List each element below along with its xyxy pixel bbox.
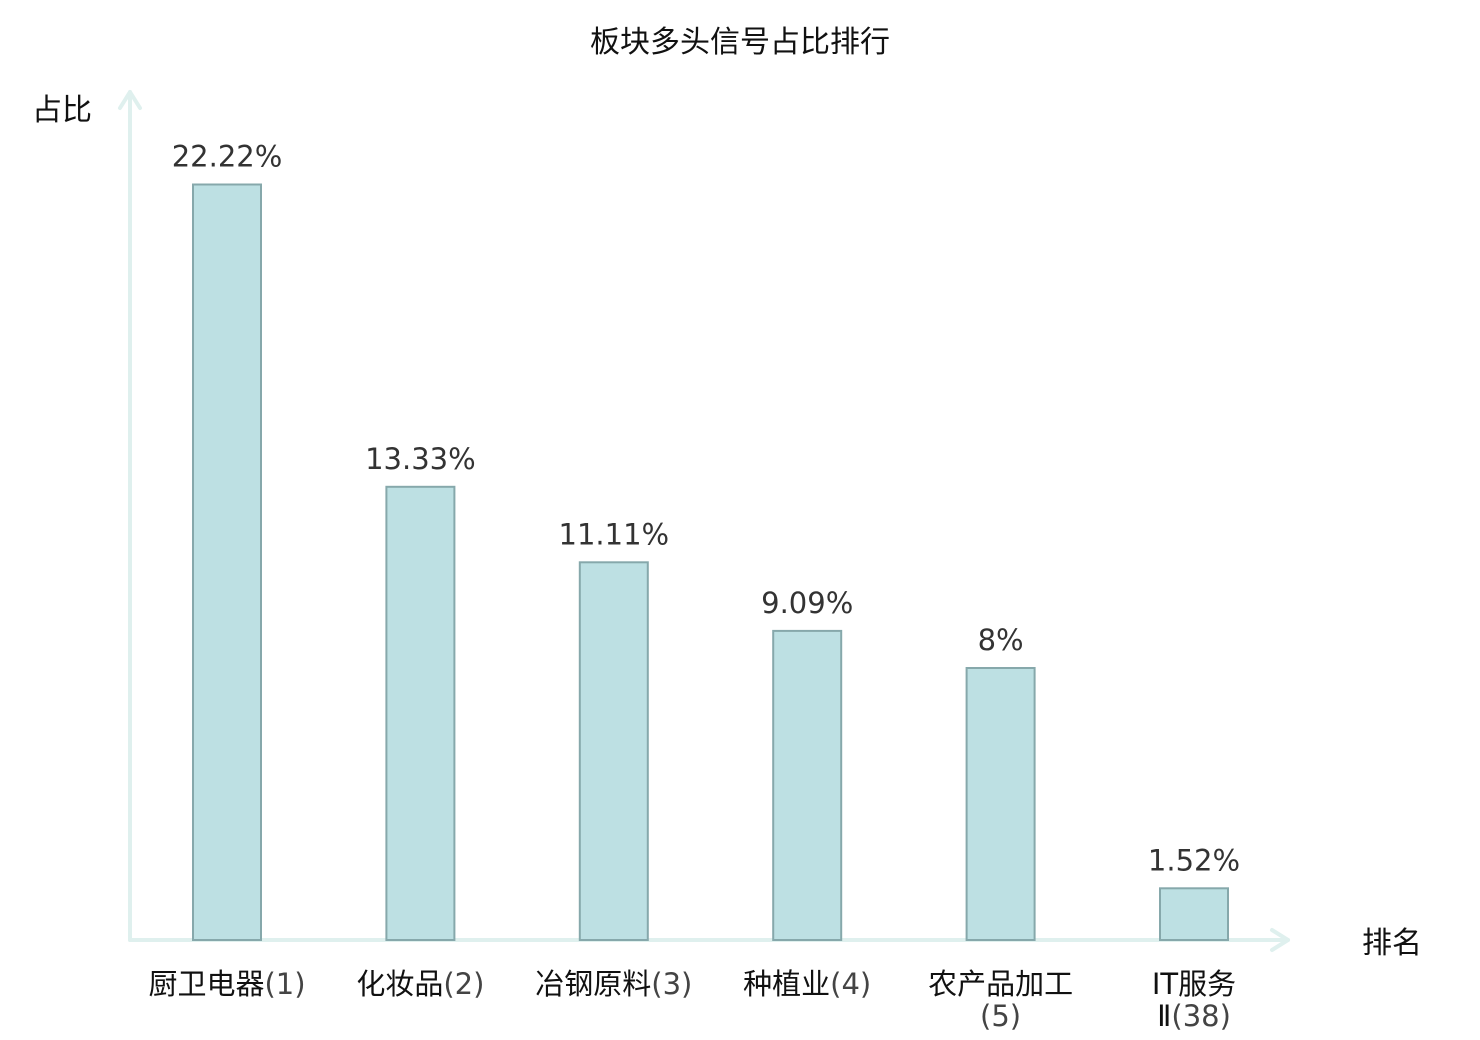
- value-labels: 22.22% 13.33% 11.11% 9.09% 8% 1.52%: [172, 140, 1240, 878]
- x-tick-label: 冶钢原料(3): [535, 967, 692, 1001]
- x-tick-label-rank: (1): [264, 967, 305, 1001]
- x-tick-label-rank: (38): [1171, 999, 1231, 1033]
- x-tick-label-line: (5): [980, 999, 1021, 1033]
- x-tick-label-line: 农产品加工: [928, 967, 1073, 1001]
- x-tick-label-name: 厨卫电器: [148, 967, 264, 1001]
- x-tick-label-rank: (2): [443, 967, 484, 1001]
- bar: [1159, 887, 1229, 941]
- x-tick-label-name: 化妆品: [356, 967, 443, 1001]
- x-tick-label-rank: (3): [651, 967, 692, 1001]
- bar: [385, 485, 456, 941]
- chart-title: 板块多头信号占比排行: [590, 25, 890, 60]
- x-tick-label-rank: (4): [830, 967, 871, 1001]
- category-labels: 厨卫电器(1) 化妆品(2) 冶钢原料(3) 种植业(4) 农产品加工(5)IT服务Ⅱ(…: [148, 967, 1236, 1033]
- bars: [192, 183, 1229, 942]
- bar: [965, 667, 1036, 941]
- bar-value-label: 22.22%: [172, 140, 283, 174]
- x-tick-label: 厨卫电器(1): [148, 967, 305, 1001]
- x-tick-label-name: 种植业: [743, 967, 830, 1001]
- x-tick-label-rank: (5): [980, 999, 1021, 1033]
- y-axis-arrow-icon: [118, 90, 142, 110]
- x-tick-label: 化妆品(2): [356, 967, 484, 1001]
- x-tick-label: 种植业(4): [743, 967, 871, 1001]
- bar: [578, 561, 649, 941]
- bar-value-label: 1.52%: [1148, 843, 1240, 877]
- x-tick-label-line: IT服务: [1152, 967, 1236, 1001]
- bar-value-label: 9.09%: [761, 586, 853, 620]
- x-axis-arrow-icon: [1270, 928, 1290, 952]
- x-tick-label-name: Ⅱ: [1157, 999, 1171, 1033]
- axes: [118, 90, 1290, 952]
- bar: [192, 183, 262, 941]
- bar-value-label: 13.33%: [365, 442, 476, 476]
- x-tick-label-name: 冶钢原料: [535, 967, 651, 1001]
- x-axis-label: 排名: [1362, 926, 1422, 961]
- x-tick-label-name: IT服务: [1152, 967, 1236, 1001]
- x-tick-label-name: 农产品加工: [928, 967, 1073, 1001]
- y-axis-label: 占比: [32, 93, 92, 128]
- bar: [772, 629, 843, 942]
- x-tick-label-line: Ⅱ(38): [1157, 999, 1231, 1033]
- bar-value-label: 8%: [978, 623, 1024, 657]
- bar-value-label: 11.11%: [559, 517, 670, 551]
